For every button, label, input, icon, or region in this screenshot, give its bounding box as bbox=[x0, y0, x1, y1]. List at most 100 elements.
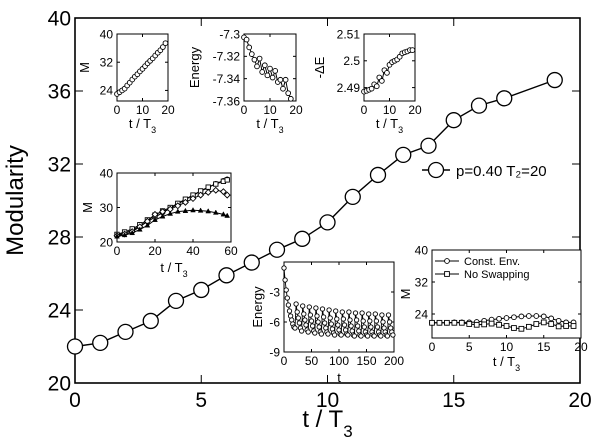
x-tick-label: 15 bbox=[537, 340, 551, 354]
data-point bbox=[205, 184, 211, 190]
data-point bbox=[243, 36, 250, 43]
x-tick-label: 10 bbox=[136, 103, 150, 117]
data-point bbox=[518, 313, 525, 320]
data-point bbox=[305, 329, 311, 335]
data-point bbox=[361, 324, 367, 330]
data-point bbox=[296, 320, 303, 326]
data-point bbox=[348, 323, 354, 329]
y-tick-label: 30 bbox=[100, 201, 114, 215]
series-0 bbox=[241, 34, 294, 102]
data-point bbox=[295, 315, 301, 321]
y-axis-label: Modularity bbox=[2, 145, 29, 256]
x-tick-label: 10 bbox=[500, 340, 514, 354]
x-tick-label: 20 bbox=[574, 340, 588, 354]
data-point bbox=[366, 311, 372, 317]
data-point bbox=[390, 332, 396, 338]
data-point bbox=[254, 63, 260, 70]
y-tick-label: 32 bbox=[48, 154, 71, 177]
data-point bbox=[533, 313, 540, 319]
series-3 bbox=[114, 207, 231, 239]
data-point bbox=[224, 177, 230, 183]
x-tick-label: 0 bbox=[114, 103, 121, 117]
data-point bbox=[331, 332, 338, 338]
data-point bbox=[540, 319, 547, 326]
data-point bbox=[328, 321, 334, 327]
data-point bbox=[333, 308, 339, 314]
data-point bbox=[341, 322, 348, 328]
data-point bbox=[570, 323, 577, 329]
data-point bbox=[540, 313, 547, 320]
data-point bbox=[319, 214, 336, 231]
data-point bbox=[307, 312, 314, 318]
x-tick-label: 0 bbox=[114, 244, 121, 258]
data-point bbox=[488, 320, 495, 327]
legend-label: No Swapping bbox=[464, 269, 529, 281]
x-tick-label: 0 bbox=[361, 103, 368, 117]
data-point bbox=[301, 311, 307, 317]
series-p-0-40-t-20 bbox=[66, 71, 563, 355]
data-point bbox=[511, 314, 517, 321]
data-point bbox=[293, 301, 299, 307]
data-point bbox=[353, 317, 360, 323]
chart-inset-m-compare: 0 5 10 15 20 24 32 40 t / T3 M Const. Env.No Swapp… bbox=[398, 243, 588, 373]
data-point bbox=[319, 306, 326, 312]
y-tick-label: 2.51 bbox=[337, 27, 361, 41]
data-point bbox=[285, 90, 292, 97]
data-point bbox=[268, 241, 286, 258]
data-point bbox=[347, 317, 353, 323]
x-axis-label: t / T3 bbox=[129, 116, 156, 135]
data-point bbox=[368, 85, 375, 92]
data-point bbox=[280, 85, 286, 92]
data-point bbox=[292, 325, 298, 331]
series-0 bbox=[114, 40, 169, 97]
data-point bbox=[481, 321, 488, 328]
data-point bbox=[358, 333, 364, 339]
data-point bbox=[338, 332, 344, 338]
data-point bbox=[306, 304, 312, 310]
legend: p=0.40 T₂=20 bbox=[422, 161, 547, 180]
y-tick-label: -7.32 bbox=[213, 50, 241, 64]
y-axis-label: M bbox=[398, 289, 413, 300]
data-point bbox=[334, 316, 340, 322]
data-point bbox=[256, 55, 263, 62]
y-axis-label: -ΔE bbox=[312, 56, 327, 78]
data-point bbox=[384, 333, 391, 339]
x-tick-label: 20 bbox=[408, 103, 422, 117]
data-point bbox=[548, 321, 555, 327]
x-tick-label: 10 bbox=[316, 389, 339, 412]
data-point bbox=[379, 78, 385, 84]
data-point bbox=[345, 332, 351, 338]
data-point bbox=[346, 309, 352, 315]
legend: Const. Env.No Swapping bbox=[435, 256, 529, 281]
y-tick-label: 20 bbox=[100, 235, 114, 249]
data-point bbox=[129, 229, 136, 236]
data-point bbox=[281, 265, 287, 271]
data-point bbox=[314, 313, 320, 319]
y-tick-label: 36 bbox=[48, 81, 71, 104]
data-point bbox=[287, 95, 294, 102]
data-point bbox=[181, 198, 189, 206]
data-point bbox=[340, 316, 347, 322]
data-point bbox=[327, 315, 333, 321]
data-point bbox=[533, 321, 540, 327]
data-point bbox=[92, 334, 109, 352]
data-point bbox=[212, 209, 219, 215]
chart-inset-m-small: 0 10 20 24 32 40 t / T3 M bbox=[77, 27, 175, 135]
data-point bbox=[322, 320, 328, 326]
series-0 bbox=[281, 265, 396, 339]
legend-marker bbox=[444, 258, 450, 264]
data-point bbox=[117, 323, 134, 341]
x-tick-label: 50 bbox=[305, 354, 319, 368]
data-point bbox=[308, 318, 315, 324]
x-tick-label: 200 bbox=[384, 354, 404, 368]
y-axis-label: M bbox=[77, 62, 92, 73]
data-point bbox=[344, 188, 361, 206]
x-tick-label: 100 bbox=[329, 354, 349, 368]
x-axis-label: t bbox=[337, 370, 341, 385]
data-point bbox=[212, 186, 220, 194]
data-point bbox=[121, 231, 128, 238]
series-0 bbox=[361, 47, 416, 95]
data-point bbox=[555, 317, 562, 324]
y-tick-label: 40 bbox=[48, 8, 71, 31]
y-tick-label: -9 bbox=[269, 345, 280, 359]
